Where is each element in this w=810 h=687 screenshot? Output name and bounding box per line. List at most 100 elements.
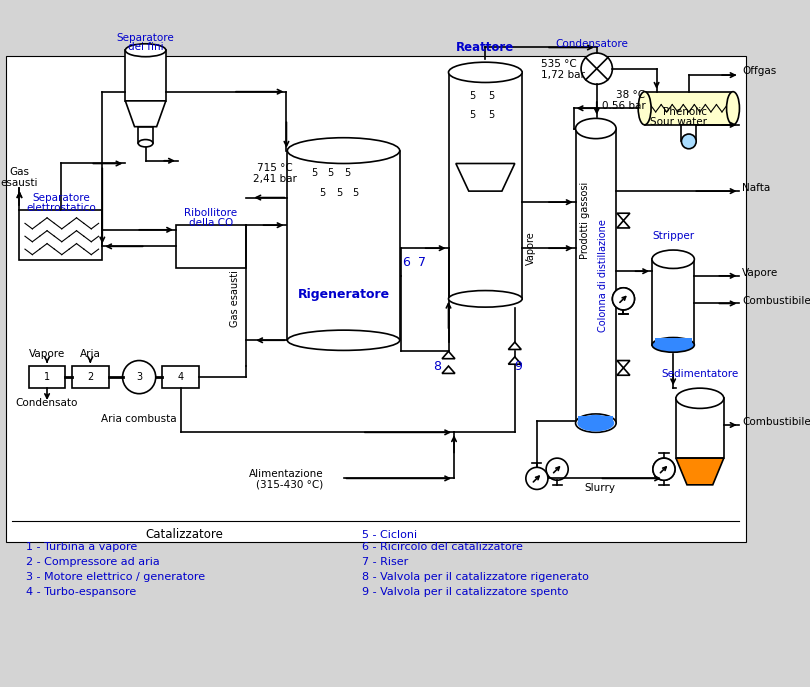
Text: Aria: Aria (80, 349, 100, 359)
Text: 1 - Turbina a vapore: 1 - Turbina a vapore (26, 543, 137, 552)
Polygon shape (456, 164, 515, 191)
Bar (654, 337, 692, 345)
Polygon shape (617, 361, 630, 368)
Text: 5: 5 (488, 91, 494, 101)
Text: Separatore: Separatore (32, 192, 90, 203)
Polygon shape (509, 357, 522, 364)
Text: 4: 4 (177, 372, 184, 382)
Ellipse shape (126, 44, 166, 57)
Circle shape (653, 458, 675, 480)
Circle shape (681, 134, 696, 149)
Text: Condensatore: Condensatore (556, 38, 629, 49)
Polygon shape (509, 342, 522, 350)
Circle shape (122, 361, 156, 394)
Text: 5: 5 (488, 110, 494, 120)
Text: Gas
esausti: Gas esausti (1, 166, 38, 188)
Ellipse shape (288, 137, 399, 164)
Circle shape (612, 288, 634, 310)
Text: Vapore: Vapore (526, 232, 536, 265)
Text: Prodotti gassosi: Prodotti gassosi (580, 182, 590, 259)
Circle shape (612, 288, 634, 310)
Polygon shape (126, 101, 166, 126)
Ellipse shape (727, 91, 740, 125)
Ellipse shape (288, 330, 399, 350)
Text: Ribollitore: Ribollitore (185, 208, 237, 218)
Text: della CO: della CO (189, 218, 233, 228)
Ellipse shape (139, 139, 153, 147)
Bar (126, 50, 166, 101)
Bar (576, 128, 616, 423)
Text: 8 - Valvola per il catalizzatore rigenerato: 8 - Valvola per il catalizzatore rigener… (362, 572, 589, 582)
Text: Rigeneratore: Rigeneratore (297, 288, 390, 301)
Bar (578, 416, 613, 425)
Polygon shape (617, 213, 630, 221)
Text: 1: 1 (44, 372, 50, 382)
Text: Stripper: Stripper (652, 232, 694, 241)
Bar (645, 91, 733, 125)
Bar (652, 259, 694, 345)
Text: 5: 5 (319, 188, 326, 198)
Text: 715 °C: 715 °C (257, 163, 292, 173)
Circle shape (526, 467, 548, 489)
Polygon shape (676, 458, 724, 485)
Ellipse shape (449, 291, 522, 307)
Bar (681, 125, 696, 142)
Text: 5: 5 (336, 188, 342, 198)
Text: 5 - Cicloni: 5 - Cicloni (362, 530, 417, 539)
Bar (19, 210, 102, 260)
Text: Aria combusta: Aria combusta (101, 414, 177, 424)
Text: 0.56 bar: 0.56 bar (602, 102, 646, 111)
Text: 6: 6 (403, 256, 410, 269)
Polygon shape (617, 368, 630, 375)
Text: Vapore: Vapore (742, 268, 778, 278)
Circle shape (653, 458, 675, 480)
Text: 5: 5 (352, 188, 359, 198)
Text: 3: 3 (136, 372, 143, 382)
Text: Vapore: Vapore (29, 349, 65, 359)
Text: Phenolic: Phenolic (663, 107, 707, 117)
Text: Combustibile: Combustibile (742, 417, 810, 427)
Text: 38 °C: 38 °C (616, 91, 646, 100)
Text: 5: 5 (311, 168, 318, 178)
Text: Sour water: Sour water (650, 117, 707, 127)
Text: Condensato: Condensato (16, 398, 79, 408)
Text: 4 - Turbo-espansore: 4 - Turbo-espansore (26, 587, 136, 596)
Text: Catalizzatore: Catalizzatore (146, 528, 224, 541)
Text: Sedimentatore: Sedimentatore (661, 370, 739, 379)
Circle shape (546, 458, 568, 480)
Text: dei fini: dei fini (128, 43, 164, 52)
Ellipse shape (449, 63, 522, 82)
Polygon shape (442, 366, 455, 374)
Text: 2 - Compressore ad aria: 2 - Compressore ad aria (26, 557, 160, 567)
Bar (676, 398, 724, 458)
Text: Separatore: Separatore (117, 33, 174, 43)
Text: Reattore: Reattore (456, 41, 514, 54)
Bar (72, 366, 109, 388)
Text: 8: 8 (433, 359, 441, 372)
Ellipse shape (576, 118, 616, 139)
Text: 6 - Ricircolo del catalizzatore: 6 - Ricircolo del catalizzatore (362, 543, 522, 552)
Text: elettrostatico: elettrostatico (26, 203, 96, 213)
Ellipse shape (576, 414, 616, 432)
Text: 7: 7 (418, 256, 426, 269)
Text: 9 - Valvola per il catalizzatore spento: 9 - Valvola per il catalizzatore spento (362, 587, 569, 596)
Polygon shape (442, 351, 455, 359)
Text: 5: 5 (469, 110, 475, 120)
Text: Nafta: Nafta (742, 183, 770, 193)
Text: 5: 5 (344, 168, 351, 178)
Text: 9: 9 (514, 359, 522, 372)
Text: 7 - Riser: 7 - Riser (362, 557, 408, 567)
Circle shape (581, 53, 612, 85)
Text: 5: 5 (469, 91, 475, 101)
Text: 3 - Motore elettrico / generatore: 3 - Motore elettrico / generatore (26, 572, 205, 582)
Bar (162, 366, 199, 388)
Bar (288, 150, 399, 340)
Text: 2,41 bar: 2,41 bar (253, 174, 296, 184)
Bar (28, 366, 66, 388)
Ellipse shape (578, 415, 614, 431)
Text: Colonna di distillazione: Colonna di distillazione (599, 219, 608, 333)
Text: Slurry: Slurry (584, 482, 615, 493)
Polygon shape (617, 221, 630, 228)
Text: Offgas: Offgas (742, 67, 777, 76)
Ellipse shape (652, 250, 694, 269)
